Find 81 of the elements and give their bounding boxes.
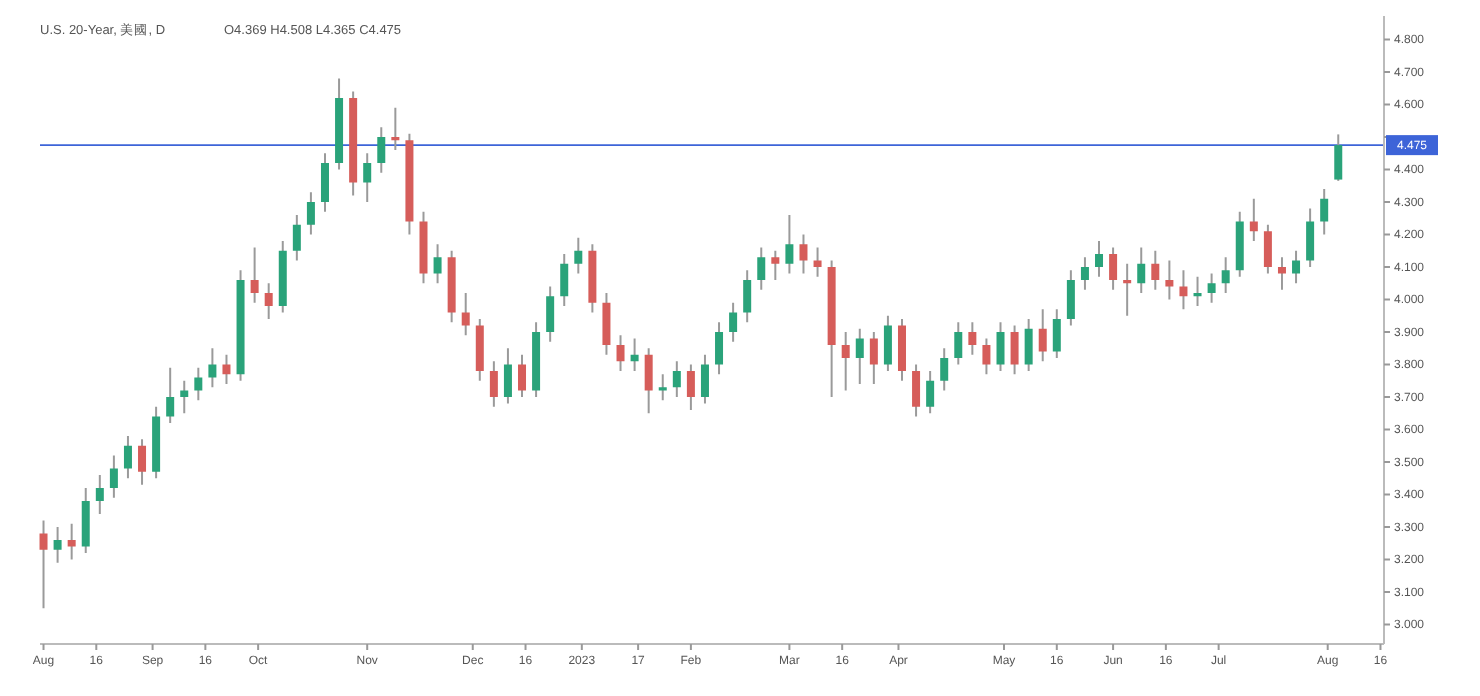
candlestick <box>461 292 470 337</box>
candlestick <box>560 253 569 307</box>
candlestick <box>1193 275 1202 307</box>
candlestick <box>616 334 625 372</box>
candlestick <box>954 321 963 366</box>
candlestick <box>363 152 372 203</box>
candlestick <box>546 285 555 343</box>
candlestick <box>1095 240 1104 278</box>
candlestick <box>1165 259 1174 301</box>
candlestick <box>1263 223 1272 275</box>
candlestick <box>320 152 329 213</box>
candlestick <box>503 347 512 405</box>
candlestick <box>250 246 259 304</box>
candlestick <box>489 360 498 408</box>
candlestick <box>1024 318 1033 372</box>
candlestick <box>672 360 681 398</box>
candlestick <box>377 126 386 174</box>
candlestick <box>292 214 301 262</box>
candlestick <box>1179 269 1188 311</box>
candlestick <box>841 331 850 392</box>
candlestick <box>968 321 977 356</box>
candlestick <box>67 522 76 561</box>
candlestick <box>109 454 118 499</box>
candlestick <box>686 363 695 411</box>
candlestick <box>1052 308 1061 359</box>
candlestick <box>81 487 90 554</box>
candlestick <box>940 347 949 392</box>
candlestick <box>1038 308 1047 363</box>
candlestick <box>1137 246 1146 294</box>
candlestick <box>1207 272 1216 304</box>
candlestick <box>912 363 921 418</box>
candlestick <box>926 370 935 415</box>
candlestick <box>574 236 583 275</box>
candlestick <box>1066 269 1075 327</box>
candlestick <box>743 269 752 324</box>
candlestick <box>264 282 273 320</box>
candlestick <box>869 331 878 385</box>
candlestick <box>785 214 794 275</box>
candlestick <box>138 438 147 486</box>
candlestick <box>222 353 231 385</box>
candlestick <box>166 366 175 424</box>
candlestick <box>1109 246 1118 291</box>
candlestick <box>602 292 611 356</box>
candlestick <box>658 373 667 402</box>
candlestick <box>996 321 1005 372</box>
candlestick <box>771 249 780 281</box>
candlestick <box>518 353 527 398</box>
candlestick <box>306 191 315 236</box>
candlestick <box>123 435 132 480</box>
candlestick <box>475 318 484 382</box>
candlestick <box>53 526 62 564</box>
candlestick <box>700 353 709 405</box>
candlestick <box>982 337 991 376</box>
candlestick <box>1151 249 1160 291</box>
candlestick <box>1249 197 1258 242</box>
candlestick <box>1292 249 1301 285</box>
candlestick <box>644 347 653 415</box>
candlestick <box>1123 262 1132 317</box>
candlestick <box>883 314 892 372</box>
candlestick <box>1277 256 1286 291</box>
candlestick <box>391 106 400 151</box>
candlestick <box>95 474 104 515</box>
candlestick <box>630 337 639 372</box>
candlestick <box>1221 256 1230 294</box>
candlestick <box>1320 188 1329 236</box>
candlestick <box>757 246 766 291</box>
candlestick <box>855 327 864 385</box>
candlestick <box>1334 133 1343 182</box>
candlestick <box>813 246 822 278</box>
candlestick <box>1080 256 1089 291</box>
candlestick <box>180 379 189 415</box>
candlestick <box>208 347 217 389</box>
candlestick <box>1010 324 1019 376</box>
candlestick <box>729 301 738 343</box>
candlestick <box>194 366 203 402</box>
candlestick <box>715 321 724 376</box>
candlestick <box>1306 207 1315 268</box>
candlestick <box>799 233 808 275</box>
candlestick <box>897 318 906 382</box>
candlestick <box>433 243 442 285</box>
candlestick <box>39 519 48 610</box>
